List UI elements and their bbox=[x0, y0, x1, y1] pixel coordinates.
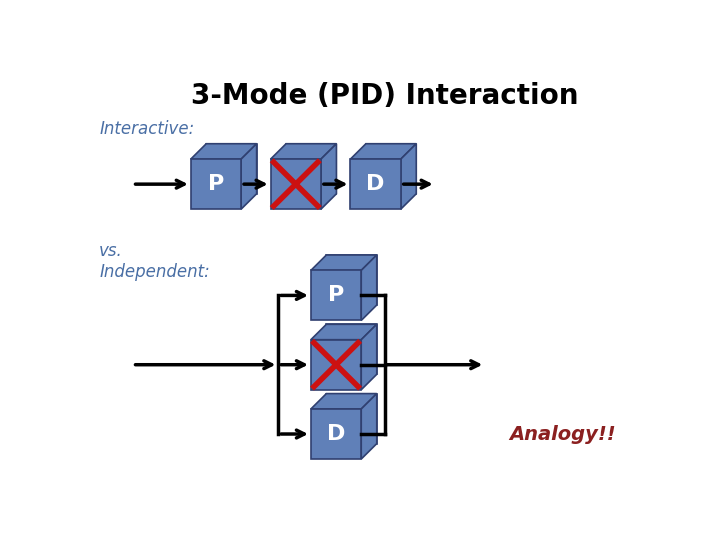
Polygon shape bbox=[191, 144, 256, 159]
Text: D: D bbox=[327, 424, 346, 444]
Polygon shape bbox=[311, 271, 361, 320]
Polygon shape bbox=[271, 144, 336, 159]
Polygon shape bbox=[311, 255, 377, 271]
Polygon shape bbox=[401, 144, 416, 209]
Polygon shape bbox=[361, 325, 377, 390]
Polygon shape bbox=[326, 255, 377, 305]
Polygon shape bbox=[351, 159, 401, 209]
Polygon shape bbox=[366, 144, 416, 194]
Polygon shape bbox=[311, 340, 361, 390]
Text: Interactive:: Interactive: bbox=[99, 120, 194, 138]
Polygon shape bbox=[326, 394, 377, 444]
Text: D: D bbox=[366, 174, 384, 194]
Polygon shape bbox=[311, 409, 361, 459]
Text: 3-Mode (PID) Interaction: 3-Mode (PID) Interaction bbox=[191, 82, 578, 110]
Text: P: P bbox=[328, 286, 344, 306]
Polygon shape bbox=[241, 144, 256, 209]
Text: vs.
Independent:: vs. Independent: bbox=[99, 242, 210, 281]
Polygon shape bbox=[286, 144, 336, 194]
Polygon shape bbox=[191, 159, 241, 209]
Polygon shape bbox=[361, 255, 377, 320]
Text: P: P bbox=[208, 174, 224, 194]
Polygon shape bbox=[351, 144, 416, 159]
Polygon shape bbox=[311, 394, 377, 409]
Polygon shape bbox=[206, 144, 256, 194]
Polygon shape bbox=[271, 159, 321, 209]
Polygon shape bbox=[321, 144, 336, 209]
Polygon shape bbox=[326, 325, 377, 374]
Polygon shape bbox=[311, 325, 377, 340]
Text: Analogy!!: Analogy!! bbox=[510, 424, 616, 443]
Polygon shape bbox=[361, 394, 377, 459]
